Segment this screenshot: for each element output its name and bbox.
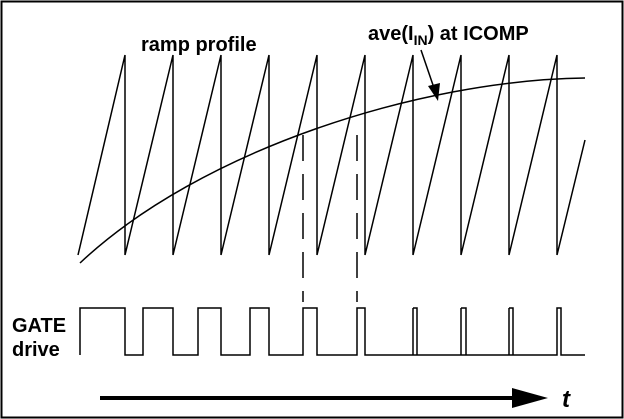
gate-label-line2: drive [12, 339, 60, 361]
gate-pulse-top [461, 307, 467, 355]
ave-pointer-line [420, 49, 435, 89]
ave-current-label: ave(IIN) at ICOMP [368, 23, 529, 48]
gate-pulse-top [413, 307, 418, 355]
average-current-curve [79, 77, 586, 264]
ave-pointer-arrowhead [428, 83, 440, 101]
ave-label-prefix: ave(I [368, 23, 414, 45]
gate-label-line1: GATE [12, 315, 66, 337]
ramp-profile-waveform [77, 54, 586, 256]
gate-pulse-top [509, 307, 514, 355]
time-axis-arrowhead [512, 388, 548, 408]
ave-label-subscript: IN [414, 32, 428, 48]
time-label: t [562, 386, 571, 413]
gate-drive-waveform [79, 307, 585, 356]
ave-label-suffix: ) at ICOMP [428, 23, 529, 45]
ramp-profile-label: ramp profile [141, 34, 257, 56]
